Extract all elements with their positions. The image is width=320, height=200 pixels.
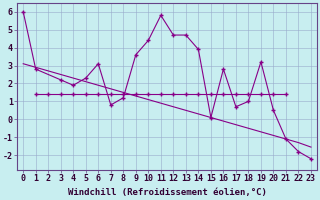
X-axis label: Windchill (Refroidissement éolien,°C): Windchill (Refroidissement éolien,°C) xyxy=(68,188,267,197)
